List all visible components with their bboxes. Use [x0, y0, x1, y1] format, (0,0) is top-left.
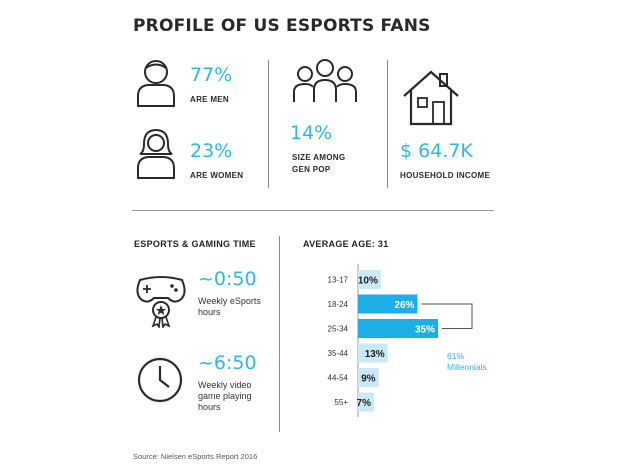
house-icon	[403, 70, 459, 126]
age-category-label: 13-17	[328, 276, 349, 285]
millennials-label: Millennials	[447, 362, 487, 372]
women-percent: 23%	[190, 140, 233, 162]
age-bar	[358, 343, 388, 363]
gaming-time-heading: ESPORTS & GAMING TIME	[134, 239, 256, 249]
age-bar	[358, 392, 374, 412]
men-label: ARE MEN	[190, 95, 229, 104]
esports-hours-label-line2: hours	[198, 307, 221, 317]
income-value: $ 64.7K	[400, 140, 473, 162]
video-hours-label-line2: game playing	[198, 391, 252, 401]
age-value-label: 7%	[357, 398, 372, 409]
group-icon	[293, 59, 357, 102]
clock-icon	[137, 357, 183, 403]
woman-icon	[137, 128, 175, 179]
video-hours-label-line1: Weekly video	[198, 380, 252, 390]
video-hours-value: ~6:50	[198, 352, 257, 374]
esports-hours-value: ~0:50	[198, 268, 257, 290]
millennials-bracket	[421, 303, 473, 329]
millennials-percent: 61%	[447, 351, 465, 361]
video-hours-label-line3: hours	[198, 402, 221, 412]
women-label: ARE WOMEN	[190, 171, 244, 180]
age-category-label: 18-24	[328, 300, 349, 309]
esports-hours-label-line1: Weekly eSports	[198, 296, 261, 306]
genpop-label-line1: SIZE AMONG	[292, 153, 346, 162]
income-label: HOUSEHOLD INCOME	[400, 171, 491, 180]
age-category-label: 55+	[334, 398, 348, 407]
age-category-label: 25-34	[328, 325, 349, 334]
divider	[387, 60, 388, 188]
age-value-label: 13%	[365, 349, 385, 360]
age-bar	[358, 270, 381, 289]
age-value-label: 10%	[358, 276, 378, 287]
section-divider	[132, 210, 494, 211]
age-bar	[358, 319, 438, 338]
gamepad-badge-icon	[136, 276, 186, 328]
age-value-label: 26%	[394, 300, 414, 311]
age-category-label: 35-44	[328, 349, 349, 358]
divider	[279, 236, 280, 432]
age-bar	[358, 294, 418, 314]
source-note: Source: Nielsen eSports Report 2016	[133, 452, 258, 461]
age-category-label: 44-54	[328, 374, 349, 383]
man-icon	[137, 60, 175, 107]
genpop-percent: 14%	[290, 122, 333, 144]
divider	[268, 60, 269, 188]
page-title: PROFILE OF US ESPORTS FANS	[133, 16, 431, 36]
age-bar-chart: 13-17 10% 18-24 26% 25-34 35% 35-44 13% 44-54 9% 5…	[328, 264, 473, 417]
age-value-label: 35%	[415, 325, 435, 336]
genpop-label-line2: GEN POP	[292, 165, 331, 174]
age-bar	[358, 368, 379, 387]
age-chart-title: AVERAGE AGE: 31	[303, 239, 389, 249]
age-value-label: 9%	[361, 374, 376, 385]
men-percent: 77%	[190, 64, 233, 86]
